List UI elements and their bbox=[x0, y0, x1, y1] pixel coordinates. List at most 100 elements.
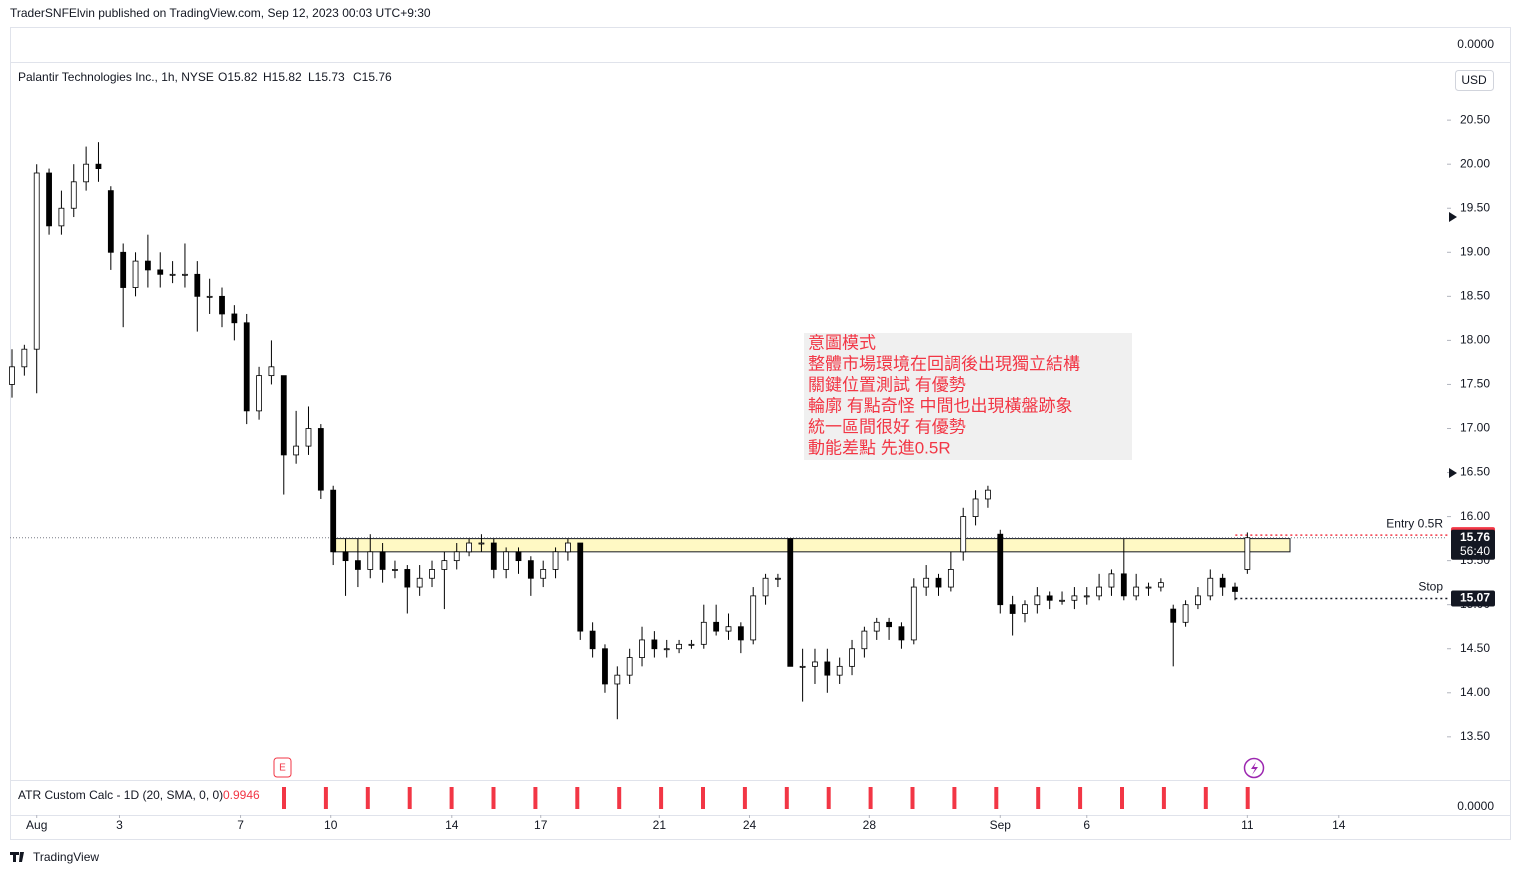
candle-body bbox=[1219, 577, 1226, 588]
candle-body bbox=[280, 375, 287, 456]
x-tick-label: 10 bbox=[324, 818, 338, 832]
candle-body bbox=[466, 542, 472, 553]
candle-body bbox=[1046, 595, 1053, 601]
candle-body bbox=[565, 542, 571, 553]
y-tick-label: 18.00 bbox=[1460, 333, 1490, 347]
candle-body bbox=[1195, 595, 1201, 606]
currency[interactable]: USD bbox=[1461, 73, 1487, 87]
candle-body bbox=[688, 643, 695, 646]
candle-body bbox=[1108, 573, 1115, 588]
candle-body bbox=[762, 577, 769, 597]
indicator-bar bbox=[910, 787, 915, 809]
candle-body bbox=[861, 630, 868, 650]
candle-body bbox=[404, 569, 411, 588]
earnings-icon-letter[interactable]: E bbox=[279, 763, 286, 774]
earnings-icon[interactable] bbox=[273, 757, 292, 778]
candle-body bbox=[527, 560, 534, 579]
indicator-bar bbox=[323, 787, 328, 809]
indicator-bar bbox=[994, 787, 999, 809]
candle-body bbox=[1232, 586, 1238, 592]
x-tick-label: 6 bbox=[1083, 818, 1090, 832]
indicator-bar bbox=[617, 787, 622, 809]
candle-body bbox=[120, 251, 127, 288]
scale-arrow bbox=[1449, 468, 1457, 478]
price-label-box bbox=[1451, 590, 1495, 607]
y-tick-label: 19.00 bbox=[1460, 244, 1490, 258]
candle-body bbox=[787, 538, 794, 667]
candle-body bbox=[626, 657, 633, 676]
candle-body bbox=[812, 661, 818, 667]
annotation-line: 統一區間很好 有優勢 bbox=[808, 417, 966, 436]
indicator-pane: ATR Custom Calc - 1D (20, SMA, 0, 0) 0.9… bbox=[18, 787, 1250, 809]
x-tick-label: 7 bbox=[237, 818, 244, 832]
candle-body bbox=[367, 551, 374, 570]
candle-body bbox=[46, 172, 52, 227]
candle-body bbox=[490, 542, 497, 570]
candle-body bbox=[95, 163, 102, 169]
candle-body bbox=[713, 621, 720, 632]
candle-body bbox=[1022, 604, 1028, 614]
price-label: 15.07 bbox=[1460, 591, 1490, 605]
candle-body bbox=[750, 595, 757, 641]
y-tick-label: 19.50 bbox=[1460, 200, 1490, 214]
candle-body bbox=[157, 269, 164, 275]
y-tick-label: 20.00 bbox=[1460, 156, 1490, 170]
candle-body bbox=[354, 560, 361, 570]
candle-body bbox=[478, 542, 485, 545]
candle-body bbox=[441, 560, 448, 570]
candle-body bbox=[1157, 582, 1164, 588]
x-tick-label: 11 bbox=[1241, 818, 1254, 832]
indicator-value: 0.9946 bbox=[223, 788, 260, 802]
candle-body bbox=[639, 639, 645, 658]
candle-body bbox=[206, 295, 213, 298]
candle-body bbox=[182, 273, 188, 276]
candle-body bbox=[725, 626, 732, 632]
axes: 13.5014.0014.5015.0015.5016.0016.5017.00… bbox=[10, 112, 1495, 832]
candle-body bbox=[194, 273, 201, 297]
candle-body bbox=[552, 551, 559, 570]
candle-body bbox=[1145, 586, 1152, 589]
level-label: Stop bbox=[1418, 580, 1443, 594]
candle-body bbox=[317, 428, 324, 491]
candle-body bbox=[1096, 586, 1103, 597]
candle-body bbox=[70, 181, 77, 209]
candle-body bbox=[33, 172, 40, 350]
indicator-bar bbox=[1245, 787, 1250, 809]
level-label: Entry 0.5R bbox=[1386, 516, 1443, 530]
candle-body bbox=[503, 551, 510, 570]
y-tick-label: 14.50 bbox=[1460, 641, 1490, 655]
indicator-bar bbox=[1161, 787, 1166, 809]
candle-body bbox=[836, 665, 843, 676]
publisher: TraderSNFElvin published on TradingView.… bbox=[10, 6, 431, 20]
candle-body bbox=[268, 366, 275, 377]
x-tick-label: 14 bbox=[445, 818, 459, 832]
candle-body bbox=[256, 375, 262, 412]
indicator-bar bbox=[491, 787, 496, 809]
event-icon-bolt[interactable] bbox=[1251, 762, 1258, 775]
candle-body bbox=[775, 577, 781, 580]
currency-box[interactable] bbox=[1455, 70, 1494, 91]
candle-body bbox=[1034, 595, 1041, 606]
indicator-bar bbox=[701, 787, 705, 809]
indicator-bar bbox=[1036, 787, 1041, 809]
symbol-title: Palantir Technologies Inc., 1h, NYSE bbox=[18, 70, 214, 84]
countdown: 56:40 bbox=[1460, 544, 1490, 558]
x-tick-label: 28 bbox=[863, 818, 877, 832]
candle-body bbox=[923, 577, 930, 588]
x-tick-label: Aug bbox=[26, 818, 47, 832]
candle-body bbox=[577, 542, 584, 632]
candle-body bbox=[799, 665, 806, 668]
indicator-bar bbox=[449, 787, 454, 809]
candle-body bbox=[231, 313, 238, 324]
candle-body bbox=[1071, 595, 1078, 601]
x-tick-label: 14 bbox=[1332, 818, 1346, 832]
annotation-line: 動能差點 先進0.5R bbox=[808, 438, 951, 457]
indicator-bar bbox=[868, 787, 873, 809]
y-tick-label: 13.50 bbox=[1460, 729, 1490, 743]
x-tick-label: 24 bbox=[743, 818, 757, 832]
indicator-bar bbox=[826, 787, 831, 809]
candle-body bbox=[515, 551, 522, 562]
candle-body bbox=[997, 533, 1004, 606]
y-tick-label: 17.00 bbox=[1460, 421, 1490, 435]
candle-body bbox=[132, 260, 139, 288]
